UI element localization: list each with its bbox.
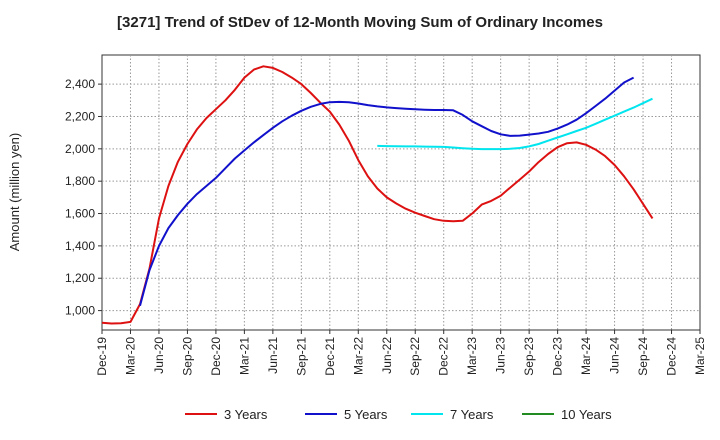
x-tick-label: Mar-23	[465, 337, 479, 375]
y-tick-label: 1,600	[65, 207, 95, 221]
x-tick-label: Sep-22	[408, 337, 422, 376]
chart-title: [3271] Trend of StDev of 12-Month Moving…	[117, 14, 603, 31]
x-tick-label: Jun-24	[608, 337, 622, 374]
x-tick-label: Jun-21	[266, 337, 280, 374]
legend-label-7-years: 7 Years	[450, 407, 494, 422]
y-tick-label: 2,000	[65, 142, 95, 156]
x-tick-label: Sep-20	[180, 337, 194, 376]
x-tick-label: Jun-20	[152, 337, 166, 374]
x-tick-label: Mar-25	[693, 337, 707, 375]
y-tick-label: 2,200	[65, 109, 95, 123]
y-tick-label: 1,000	[65, 304, 95, 318]
series-layer	[101, 65, 654, 325]
x-tick-label: Mar-20	[123, 337, 137, 375]
legend-label-10-years: 10 Years	[561, 407, 612, 422]
x-axis: Dec-19 Mar-20 Jun-20 Sep-20 Dec-20 Mar-21 Jun-…	[95, 330, 707, 376]
x-tick-label: Sep-23	[522, 337, 536, 376]
series-line-7-years	[377, 97, 653, 151]
y-axis-label: Amount (million yen)	[7, 133, 22, 252]
series-line-5-years	[139, 76, 635, 306]
y-axis: 1,000 1,200 1,400 1,600 1,800 2,000 2,200 2,400	[65, 77, 102, 318]
y-tick-label: 1,200	[65, 271, 95, 285]
x-tick-label: Sep-21	[294, 337, 308, 376]
legend-label-3-years: 3 Years	[224, 407, 268, 422]
x-tick-label: Dec-20	[209, 337, 223, 376]
x-tick-label: Mar-21	[237, 337, 251, 375]
y-tick-label: 1,400	[65, 239, 95, 253]
legend: 3 Years 5 Years 7 Years 10 Years	[185, 407, 612, 422]
x-tick-label: Mar-24	[579, 337, 593, 375]
x-tick-label: Jun-22	[380, 337, 394, 374]
x-tick-label: Dec-19	[95, 337, 109, 376]
series-line-3-years	[101, 65, 654, 325]
x-tick-label: Jun-23	[494, 337, 508, 374]
x-tick-label: Sep-24	[636, 337, 650, 376]
legend-label-5-years: 5 Years	[344, 407, 388, 422]
y-tick-label: 1,800	[65, 174, 95, 188]
x-tick-label: Dec-24	[665, 337, 679, 376]
x-tick-label: Dec-22	[437, 337, 451, 376]
plot-area	[101, 54, 701, 331]
grid-lines	[102, 55, 700, 330]
y-tick-label: 2,400	[65, 77, 95, 91]
x-tick-label: Mar-22	[351, 337, 365, 375]
x-tick-label: Dec-21	[323, 337, 337, 376]
x-tick-label: Dec-23	[551, 337, 565, 376]
